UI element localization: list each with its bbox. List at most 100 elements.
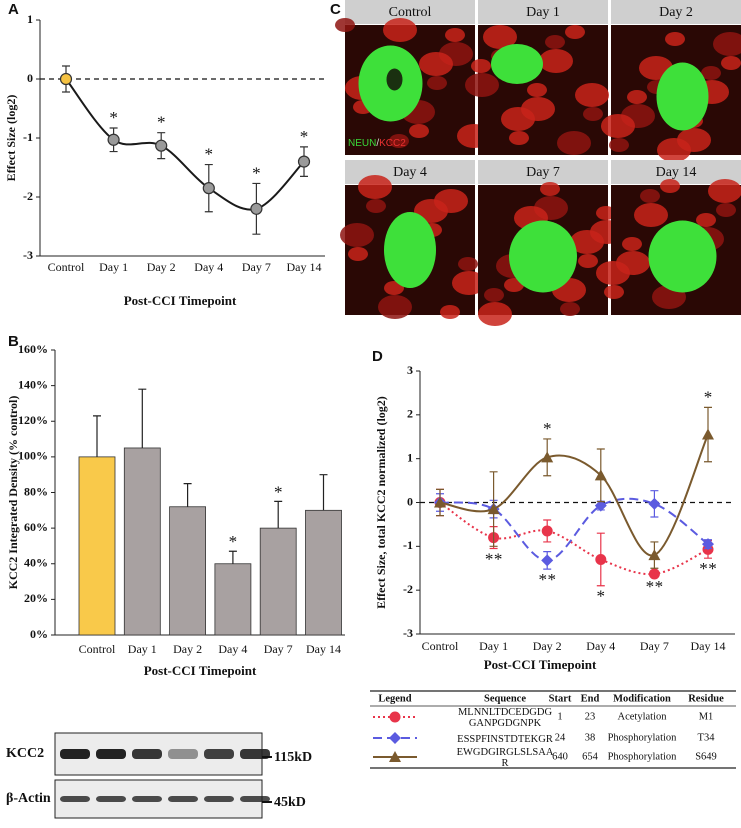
data-point xyxy=(541,525,553,537)
stain-name: / xyxy=(376,138,379,149)
x-axis-title: Post-CCI Timepoint xyxy=(144,663,257,678)
table-cell: Phosphorylation xyxy=(608,751,678,762)
legend-entry: MLNNLTDCEDGDGGANPGDGNPK xyxy=(457,707,553,729)
series-line xyxy=(65,78,305,211)
stain-red xyxy=(527,83,547,97)
y-tick-label: 40% xyxy=(24,556,48,570)
table-header: Legend xyxy=(378,693,411,704)
stain-red xyxy=(721,56,741,70)
bar xyxy=(259,527,297,636)
x-tick-label: Day 14 xyxy=(691,639,726,653)
significance-marker: * xyxy=(543,419,552,438)
error-bar xyxy=(319,474,328,511)
label-bar xyxy=(611,0,741,24)
blot-band xyxy=(96,749,126,759)
label-bar xyxy=(478,0,608,24)
stain-red xyxy=(665,32,685,46)
series-line xyxy=(439,497,709,562)
y-tick-label: -1 xyxy=(23,130,33,144)
image-label: Day 2 xyxy=(659,5,693,20)
significance-marker: * xyxy=(109,108,118,127)
stain-red xyxy=(445,28,465,42)
data-point xyxy=(541,451,554,463)
error-bar xyxy=(93,415,101,457)
sequence-wrap: ESSPFINSTDTEKGR xyxy=(448,727,562,751)
stain-red xyxy=(622,237,642,251)
x-tick-label: Control xyxy=(79,642,116,656)
y-tick-label: 2 xyxy=(407,407,413,421)
stain-name: KCC2 xyxy=(379,138,406,149)
error-bar xyxy=(274,500,283,529)
stain-red xyxy=(483,25,517,49)
stain-red xyxy=(358,175,392,199)
significance-marker: * xyxy=(646,577,655,596)
y-tick-label: 20% xyxy=(24,591,48,605)
data-point xyxy=(648,497,661,510)
data-point xyxy=(594,469,607,481)
stain-red xyxy=(458,257,478,271)
data-point xyxy=(648,549,661,561)
table-cell: 1 xyxy=(557,711,562,722)
data-point xyxy=(59,72,73,86)
panel-label: D xyxy=(372,348,383,365)
data-point xyxy=(541,554,554,567)
sequence-wrap: MLNNLTDCEDGDGGANPGDGNPK xyxy=(448,706,562,730)
table-cell: T34 xyxy=(698,732,716,743)
significance-marker: * xyxy=(300,127,309,146)
x-tick-label: Day 2 xyxy=(173,642,202,656)
bar xyxy=(214,563,252,636)
data-point xyxy=(202,182,215,195)
y-tick-label: 0% xyxy=(30,627,48,641)
significance-marker: * xyxy=(157,113,166,132)
stain-green xyxy=(509,220,577,293)
legend-entry: EWGDGIRGLSLSAAR xyxy=(456,747,554,769)
stain-red xyxy=(539,49,573,73)
stain-green xyxy=(384,212,436,288)
stain-red xyxy=(509,131,529,145)
table-header: Sequence xyxy=(484,693,526,704)
stain-red xyxy=(583,107,603,121)
error-bar xyxy=(138,388,147,448)
x-tick-label: Day 4 xyxy=(586,639,615,653)
significance-marker: * xyxy=(229,532,238,551)
stain-red xyxy=(389,134,409,148)
image-label: Day 14 xyxy=(656,165,697,180)
bar xyxy=(305,509,342,636)
image-label: Day 7 xyxy=(526,165,560,180)
x-tick-label: Control xyxy=(48,260,85,274)
stain-red xyxy=(366,199,386,213)
image-label: Day 1 xyxy=(526,5,560,20)
stain-red xyxy=(557,131,591,155)
stain-red xyxy=(627,90,647,104)
stain-red xyxy=(484,288,504,302)
x-tick-label: Day 14 xyxy=(306,642,341,656)
table-header: End xyxy=(581,693,600,704)
blot-band xyxy=(240,796,270,802)
y-tick-label: 0 xyxy=(27,71,33,85)
stain-red xyxy=(478,302,512,326)
blot-band xyxy=(168,796,198,802)
x-tick-label: Day 4 xyxy=(218,642,247,656)
table-cell: S649 xyxy=(695,751,717,762)
stain-red xyxy=(604,285,624,299)
size-label: 115kD xyxy=(274,750,312,765)
stain-red xyxy=(565,25,585,39)
significance-marker: * xyxy=(699,559,708,578)
x-tick-label: Control xyxy=(422,639,459,653)
blot-band xyxy=(204,749,234,759)
stain-red xyxy=(640,189,660,203)
blot-band xyxy=(204,796,234,802)
y-axis-title: Effect Size, total KCC2 normalized (log2… xyxy=(374,396,388,609)
x-tick-label: Day 2 xyxy=(147,260,176,274)
legend-entry: ESSPFINSTDTEKGR xyxy=(457,733,553,745)
stain-red xyxy=(701,66,721,80)
blot-label: KCC2 xyxy=(6,746,44,761)
blot-band xyxy=(60,749,90,759)
stain-red xyxy=(440,305,460,319)
stain-red xyxy=(560,302,580,316)
legend-marker xyxy=(389,711,401,723)
stain-red xyxy=(409,124,429,138)
significance-marker: * xyxy=(485,549,494,568)
y-tick-label: -2 xyxy=(403,582,413,596)
panel-label: A xyxy=(8,1,19,18)
